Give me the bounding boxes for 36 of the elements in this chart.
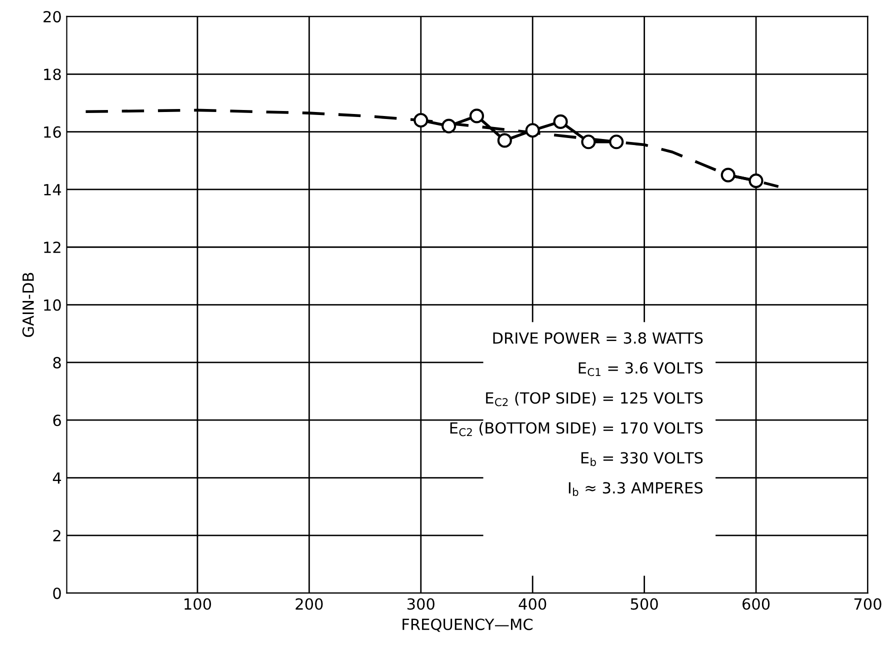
point xyxy=(497,133,512,148)
annotation: E$_{C2}$ (TOP SIDE) = 125 VOLTS xyxy=(486,392,703,406)
y-axis-title: GAIN-DB xyxy=(22,272,34,337)
y-tick-label: 2 xyxy=(53,530,60,542)
annotation: E$_{C2}$ (BOTTOM SIDE) = 170 VOLTS xyxy=(450,422,703,436)
annotation: I$_{b}$ ≈ 3.3 AMPERES xyxy=(568,482,703,496)
y-tick-label: 0 xyxy=(53,588,61,600)
point xyxy=(414,112,428,128)
point xyxy=(442,118,456,134)
x-tick-label: 400 xyxy=(518,598,546,610)
point xyxy=(609,134,624,150)
y-tick-label: 14 xyxy=(44,184,62,196)
x-tick-label: 600 xyxy=(742,598,770,610)
annotation: E$_{C1}$ = 3.6 VOLTS xyxy=(578,362,703,376)
point xyxy=(581,134,596,150)
x-tick-label: 100 xyxy=(184,598,212,610)
x-tick-label: 500 xyxy=(630,598,658,610)
x-tick-label: 200 xyxy=(296,598,323,610)
point xyxy=(748,174,764,188)
x-axis-title: FREQUENCY—MC xyxy=(402,618,533,632)
point xyxy=(720,168,736,182)
x-tick-label: 300 xyxy=(407,598,434,610)
point xyxy=(525,123,540,138)
y-tick-label: 6 xyxy=(53,414,61,426)
point xyxy=(553,114,568,130)
y-tick-label: 20 xyxy=(44,10,61,22)
point xyxy=(469,108,484,124)
y-tick-label: 16 xyxy=(44,126,61,138)
y-tick-label: 12 xyxy=(44,242,60,253)
y-tick-label: 10 xyxy=(44,299,61,311)
y-tick-label: 4 xyxy=(52,472,62,484)
annotation: DRIVE POWER = 3.8 WATTS xyxy=(493,332,703,344)
y-tick-label: 8 xyxy=(53,356,61,368)
annotation: E$_{b}$ = 330 VOLTS xyxy=(581,452,703,466)
x-tick-label: 700 xyxy=(854,598,882,610)
y-tick-label: 18 xyxy=(44,68,61,80)
